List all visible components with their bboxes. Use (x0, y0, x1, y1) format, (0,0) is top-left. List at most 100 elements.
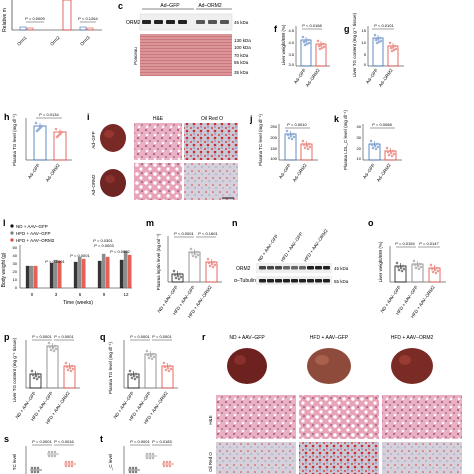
panel-h-label: h (4, 112, 10, 122)
panel-i-he-gfp (134, 123, 182, 160)
panel-c-kda-55: 55 kDa (234, 60, 249, 65)
panel-h-bars (33, 121, 67, 161)
panel-n-tubulin-band (283, 279, 290, 283)
panel-l-ytick-10: 10 (13, 277, 18, 282)
panel-l-legend-3: HFD + AAV–ORM2 (16, 238, 55, 243)
p-bars-dot (70, 364, 74, 368)
panel-t-ylabel: _C level (108, 454, 113, 471)
panel-o-ylabel: Liver weight/BW (%) (378, 241, 383, 282)
panel-k-tick-1: 40 (357, 124, 362, 129)
j-bars-dot (306, 147, 310, 151)
top-left-x-orm2: Orm2 (49, 35, 61, 47)
s-dots-dot (53, 454, 57, 458)
panel-j-x-2: Ad–ORM2 (292, 162, 308, 182)
panel-l-ytick-40: 40 (13, 253, 18, 258)
f-bars-dot (317, 44, 321, 48)
m-bars-dot (191, 254, 195, 258)
top-left-x-orm3: Orm3 (79, 35, 91, 47)
f-bars-dot (301, 35, 305, 39)
f-bars-dot (319, 43, 323, 47)
p-bars-bar-2 (46, 345, 59, 389)
g-bars-dot (394, 47, 398, 51)
g-bars-dot (392, 48, 396, 52)
panel-l-bar (105, 256, 110, 289)
q-bars-dot (152, 355, 156, 359)
m-bars-dot (211, 265, 215, 269)
k-bars-dot (387, 153, 391, 157)
panel-j-tick-4: 100 (270, 156, 277, 161)
f-bars-dot (307, 41, 311, 45)
m-bars-dot (195, 250, 199, 254)
panel-j-ylabel: Plasma TC level (mg dl⁻¹) (258, 114, 263, 166)
panel-m-ylabel: Plasma leptin level (ng ml⁻¹) (156, 233, 161, 290)
t-dots-dot (151, 452, 155, 456)
panel-n-orm2-band (315, 266, 322, 270)
j-bars-dot (292, 135, 296, 139)
panel-j-tick-3: 150 (270, 146, 277, 151)
t-dots-dot (162, 464, 166, 468)
panel-k: k Plasma LDL_C level (mg dl⁻¹) P = 0.006… (334, 110, 402, 183)
panel-i-label: i (87, 112, 90, 122)
s-dots-dot (50, 450, 54, 454)
panel-c-lane-2: Ad–ORM2 (198, 3, 222, 9)
s-dots-dot (47, 454, 51, 458)
panel-j-tick-2: 200 (270, 135, 277, 140)
panel-c-kda-70: 70 kDa (234, 53, 249, 58)
q-bars-bar-2 (144, 353, 157, 389)
panel-l-ytick-0: 0 (15, 285, 18, 290)
panel-l-bar (119, 259, 124, 289)
panel-n: n ND + AAV–GFP HFD + AAV–GFP HFD + AAV–O… (232, 218, 349, 285)
panel-i-liver-orm2 (100, 169, 126, 197)
q-bars-dot (150, 357, 154, 361)
panel-l-bar (33, 265, 38, 289)
panel-c-orm2-label: ORM2 (126, 20, 141, 26)
panel-f-ylabel: Liver weight/BW (%) (281, 24, 286, 65)
p-bars-dot (51, 346, 55, 350)
panel-n-orm2-band (307, 266, 314, 270)
q-bars-dot (164, 368, 168, 372)
panel-j-bars (284, 129, 313, 161)
f-bars-dot (306, 38, 310, 42)
panel-r-row-he: H&E (208, 415, 213, 424)
o-bars-dot (436, 269, 440, 273)
panel-p-bars (29, 341, 76, 389)
panel-r-he-hfd-gfp (299, 395, 379, 439)
p-bars-dot (34, 374, 38, 378)
g-bars-dot (389, 46, 393, 50)
panel-r-col-1: ND + AAV–GFP (229, 335, 265, 341)
panel-r-oro-hfd-gfp (299, 442, 379, 474)
panel-k-tick-4: 10 (357, 156, 362, 161)
panel-h-x-1: Ad–GFP (27, 163, 41, 180)
k-bars-dot (389, 151, 393, 155)
o-bars-dot (402, 267, 406, 271)
panel-m: m Plasma leptin level (ng ml⁻¹) P = 0.00… (146, 218, 222, 319)
panel-i-liver-gfp (100, 124, 126, 152)
panel-l-legend-1: ND + AAV–GFP (16, 224, 48, 229)
panel-n-kda-55: 55 kDa (334, 279, 349, 284)
panel-m-bars (171, 247, 218, 283)
panel-c-band (142, 20, 151, 24)
g-bars-dot (391, 45, 395, 49)
g-bars-dot (373, 33, 377, 37)
panel-c-lane-1: Ad–GFP (160, 3, 180, 9)
panel-h: h Plasma TG level (mg dl⁻¹) P = 0.0134 A… (4, 112, 72, 183)
o-bars-dot (417, 267, 421, 271)
q-bars-dot (135, 375, 139, 379)
j-bars-dot (287, 136, 291, 140)
f-bars-dot (318, 47, 322, 51)
t-dots-dot (131, 470, 135, 474)
panel-c-band (178, 20, 187, 24)
bar-orm2-red (62, 0, 72, 31)
panel-r-col-2: HFD + AAV–GFP (310, 335, 349, 341)
panel-c-side: Ponceau (133, 47, 138, 65)
j-bars-dot (307, 142, 311, 146)
t-dots-dot (165, 460, 169, 464)
panel-c-band (166, 20, 175, 24)
panel-l-bar (73, 261, 78, 289)
m-bars-dot (194, 255, 198, 259)
panel-n-orm2-band (283, 266, 290, 270)
panel-f-label: f (274, 24, 278, 34)
f-bars-dot (320, 46, 324, 50)
panel-r: r ND + AAV–GFP HFD + AAV–GFP HFD + AAV–O… (202, 332, 462, 474)
panel-l-ylabel: Body weight (g) (1, 252, 7, 287)
